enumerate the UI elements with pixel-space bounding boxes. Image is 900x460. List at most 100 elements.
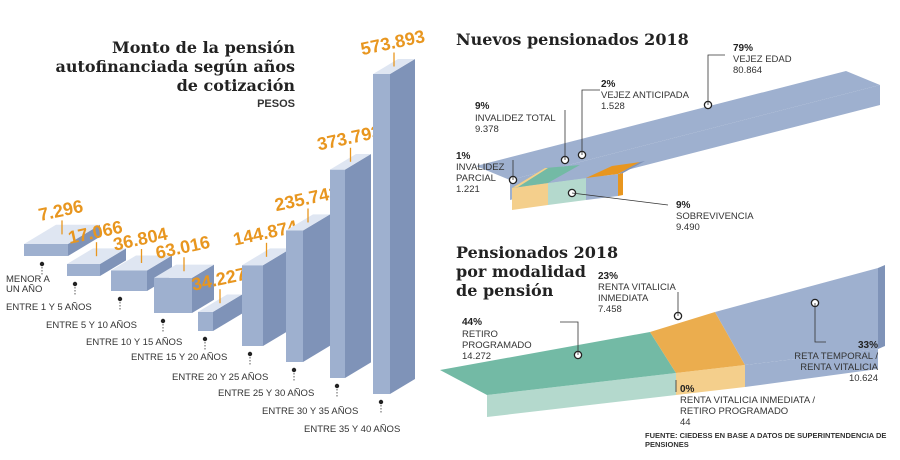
category-dot-7	[291, 367, 297, 373]
category-label-9-line1: ENTRE 35 Y 40 AÑOS	[304, 424, 400, 435]
left-title-line1: Monto de la pensión	[112, 38, 295, 57]
bar-front-3	[111, 270, 147, 291]
bar-side-2	[100, 248, 126, 276]
seg-invalidez-parcial-top	[512, 168, 548, 188]
mod-leader-reta-temporal	[814, 303, 826, 343]
left-title: Monto de la pensión autofinanciada según…	[55, 38, 295, 114]
category-label-5-line1: ENTRE 15 Y 20 AÑOS	[131, 352, 227, 363]
nuevos-label-invalidez-total-line1: INVALIDEZ TOTAL	[475, 113, 556, 124]
seg-invalidez-parcial-front	[512, 183, 548, 210]
mod-label-retiro-line1: RETIRO	[462, 329, 498, 340]
mod-retiro-top	[440, 332, 676, 395]
mod-label-reta-temporal-line3: 10.624	[849, 373, 878, 384]
nuevos-label-vejez-anticipada-line2: 1.528	[601, 101, 625, 112]
nuevos-pct-invalidez-total: 9%	[475, 101, 490, 112]
source-note: FUENTE: CIEDESS EN BASE A DATOS DE SUPER…	[645, 431, 887, 449]
category-label-3-line1: ENTRE 5 Y 10 AÑOS	[46, 320, 137, 331]
category-dot-2	[72, 281, 78, 287]
nuevos-leader-vejez-edad	[707, 54, 725, 105]
mod-label-combo-line2: RETIRO PROGRAMADO	[680, 406, 788, 417]
category-dot-8	[334, 383, 340, 389]
bar-side-1	[68, 224, 100, 256]
nuevos-label-sobrevivencia-line2: 9.490	[676, 222, 700, 233]
category-dot-9	[378, 399, 384, 405]
bottom-right-title-line1: Pensionados 2018	[456, 243, 619, 262]
bar-front-9	[373, 74, 390, 394]
mod-label-renta-inmediata-line3: 7.458	[598, 304, 622, 315]
nuevos-label-invalidez-parcial-line3: 1.221	[456, 184, 480, 195]
bar-side-5	[213, 294, 242, 331]
bar-side-7	[303, 214, 330, 362]
seg-vejez-anticipada-top	[586, 162, 640, 178]
nuevos-label-vejez-edad-line2: 80.864	[733, 65, 762, 76]
value-label-8: 373.793	[315, 121, 383, 154]
bar-side-4	[192, 264, 214, 313]
mod-renta-inmediata-top	[650, 312, 745, 373]
category-label-8-line1: ENTRE 30 Y 35 AÑOS	[262, 406, 358, 417]
seg-sobrevivencia-top	[512, 165, 580, 188]
nuevos-label-invalidez-total-line2: 9.378	[475, 124, 499, 135]
mod-label-combo-line3: 44	[680, 417, 691, 428]
bar-side-8	[345, 153, 371, 378]
bar-side-3	[147, 255, 172, 291]
nuevos-label-vejez-anticipada-line1: VEJEZ ANTICIPADA	[601, 90, 690, 101]
bottom-right-title-line2: por modalidad	[456, 262, 586, 281]
nuevos-leader-vejez-anticipada	[581, 89, 600, 155]
category-dot-3	[117, 296, 123, 302]
seg-vejez-anticipada-front	[618, 173, 623, 196]
bar-front-6	[242, 265, 263, 346]
nuevos-pct-sobrevivencia: 9%	[676, 200, 691, 211]
seg-invalidez-total-top	[548, 165, 612, 183]
category-label-7-line1: ENTRE 25 Y 30 AÑOS	[218, 388, 314, 399]
mod-leader-retiro	[560, 321, 579, 355]
mod-label-reta-temporal-line1: RETA TEMPORAL /	[794, 351, 878, 362]
nuevos-leader-sobrevivencia	[571, 192, 669, 206]
bar-front-2	[67, 264, 100, 276]
mod-label-retiro-line3: 14.272	[462, 351, 491, 362]
top-right-title: Nuevos pensionados 2018	[456, 30, 689, 49]
mod-retiro-front	[487, 373, 676, 417]
nuevos-label-invalidez-parcial-line1: INVALIDEZ	[456, 162, 505, 173]
mod-pct-renta-inmediata: 23%	[598, 271, 618, 282]
nuevos-label-sobrevivencia-line1: SOBREVIVENCIA	[676, 211, 754, 222]
left-title-line2: autofinanciada según años	[55, 57, 295, 76]
bar-front-8	[330, 169, 345, 378]
seg-vejez-edad-start-top	[618, 161, 645, 174]
bar-top-5	[198, 294, 242, 312]
bar-front-7	[286, 230, 303, 362]
category-label-1-line1: MENOR A	[6, 274, 50, 285]
nuevos-label-invalidez-parcial-line2: PARCIAL	[456, 173, 496, 184]
bottom-right-title-line3: de pensión	[456, 281, 554, 300]
nuevos-pct-invalidez-parcial: 1%	[456, 151, 471, 162]
category-dot-6	[247, 351, 253, 357]
bar-front-4	[154, 277, 192, 313]
left-title-line3: de cotización	[176, 76, 295, 95]
mod-label-retiro-line2: PROGRAMADO	[462, 340, 532, 351]
category-label-6-line1: ENTRE 20 Y 25 AÑOS	[172, 372, 268, 383]
category-label-2-line1: ENTRE 1 Y 5 AÑOS	[6, 302, 92, 313]
bar-front-5	[198, 311, 213, 331]
value-label-9: 573.893	[359, 26, 427, 59]
mod-end-cap	[878, 265, 885, 349]
nuevos-label-vejez-edad-line1: VEJEZ EDAD	[733, 54, 792, 65]
bar-side-6	[263, 248, 291, 346]
mod-reta-temporal-top	[715, 268, 878, 365]
seg-sobrevivencia-front	[548, 178, 586, 205]
seg-invalidez-total-front	[586, 174, 618, 200]
value-label-1: 7.296	[37, 196, 85, 225]
category-dot-5	[202, 336, 208, 342]
category-dot-4	[160, 318, 166, 324]
nuevos-top-base	[476, 71, 880, 180]
mod-label-reta-temporal-line2: RENTA VITALICIA	[800, 362, 878, 373]
mod-reta-temporal-front	[745, 349, 878, 387]
mod-label-combo-line1: RENTA VITALICIA INMEDIATA /	[680, 395, 815, 406]
mod-pct-reta-temporal: 33%	[858, 340, 878, 351]
nuevos-pct-vejez-anticipada: 2%	[601, 79, 616, 90]
category-dot-1	[39, 261, 45, 267]
mod-pct-retiro: 44%	[462, 317, 482, 328]
mod-renta-inmediata-front	[676, 365, 745, 395]
nuevos-pct-vejez-edad: 79%	[733, 43, 753, 54]
bar-front-1	[24, 244, 68, 256]
